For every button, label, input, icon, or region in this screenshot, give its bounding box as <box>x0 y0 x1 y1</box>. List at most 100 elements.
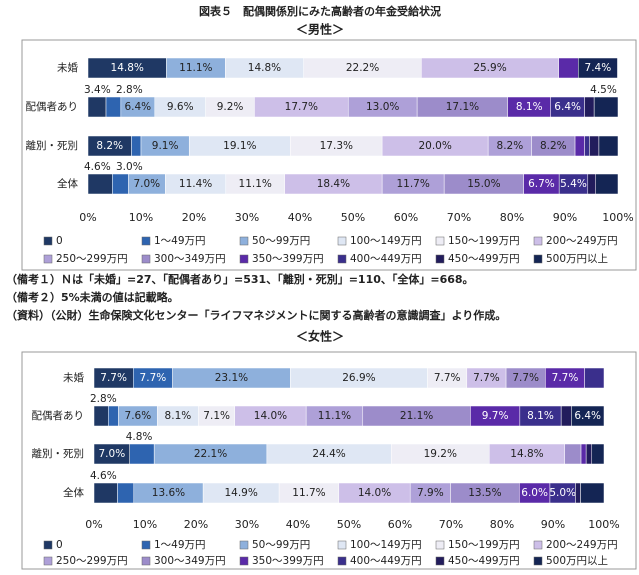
value-label: 7.7% <box>140 372 167 384</box>
x-tick-label: 40% <box>286 518 310 531</box>
value-label: 3.0% <box>116 161 143 173</box>
value-label: 6.4% <box>554 101 581 113</box>
value-label: 6.0% <box>521 487 548 499</box>
value-label: 4.5% <box>590 84 617 96</box>
value-label: 7.0% <box>99 448 126 460</box>
value-label: 9.1% <box>152 140 179 152</box>
bar-segment <box>560 405 572 427</box>
x-tick-label: 90% <box>541 518 565 531</box>
value-label: 3.4% <box>84 84 111 96</box>
page-title: 図表５ 配偶関係別にみた高齢者の年金受給状況 <box>199 4 441 18</box>
chart-subtitle: ＜女性＞ <box>296 329 344 344</box>
legend-swatch <box>239 540 249 550</box>
bar-segment <box>578 57 618 79</box>
note: （資料）（公財）生命保険文化センター「ライフマネジメントに関する高齢者の意識調査… <box>6 308 506 322</box>
legend-label: 150～199万円 <box>448 235 520 247</box>
value-label: 14.0% <box>254 410 287 422</box>
value-label: 13.6% <box>152 487 185 499</box>
value-label: 9.7% <box>482 410 509 422</box>
x-tick-label: 100% <box>602 211 633 224</box>
legend-label: 450～499万円 <box>448 253 520 265</box>
value-label: 7.4% <box>585 62 612 74</box>
x-tick-label: 70% <box>439 518 463 531</box>
bar-segment <box>574 135 585 157</box>
value-label: 11.1% <box>179 62 212 74</box>
value-label: 26.9% <box>342 372 375 384</box>
value-label: 7.7% <box>434 372 461 384</box>
value-label: 11.1% <box>318 410 351 422</box>
bar-segment <box>93 405 109 427</box>
legend-swatch <box>533 236 543 246</box>
x-tick-label: 100% <box>588 518 619 531</box>
bar-segment <box>575 482 581 504</box>
category-label: 全体 <box>63 486 84 499</box>
note: （備考２）5%未満の値は記載略。 <box>6 290 179 304</box>
value-label: 13.5% <box>468 487 501 499</box>
value-label: 13.0% <box>366 101 399 113</box>
x-tick-label: 80% <box>490 518 514 531</box>
bar-segment <box>129 443 155 465</box>
legend-label: 0 <box>56 235 63 247</box>
bar-segment <box>585 443 593 465</box>
legend-swatch <box>337 540 347 550</box>
x-tick-label: 20% <box>182 211 206 224</box>
category-label: 配偶者あり <box>26 100 79 113</box>
value-label: 5.4% <box>560 178 587 190</box>
legend-label: 500万円以上 <box>546 555 608 567</box>
bar-segment <box>564 443 582 465</box>
bar-segment <box>584 135 590 157</box>
legend-swatch <box>435 254 445 264</box>
x-tick-label: 80% <box>500 211 524 224</box>
bar-segment <box>93 482 118 504</box>
value-label: 14.8% <box>248 62 281 74</box>
x-tick-label: 50% <box>337 518 361 531</box>
value-label: 4.6% <box>84 161 111 173</box>
value-label: 19.1% <box>223 140 256 152</box>
value-label: 6.4% <box>124 101 151 113</box>
legend-swatch <box>141 540 151 550</box>
bar-segment <box>112 173 129 195</box>
legend-swatch <box>435 556 445 566</box>
bar-segment <box>87 173 113 195</box>
legend-label: 1～49万円 <box>154 539 206 551</box>
legend-swatch <box>43 236 53 246</box>
x-tick-label: 30% <box>235 211 259 224</box>
bar-segment <box>108 405 119 427</box>
bar-segment <box>584 96 595 118</box>
legend-label: 1～49万円 <box>154 235 206 247</box>
x-tick-label: 20% <box>184 518 208 531</box>
value-label: 8.2% <box>96 140 123 152</box>
bar-segment <box>580 482 605 504</box>
legend-label: 100～149万円 <box>350 539 422 551</box>
category-label: 配偶者あり <box>32 409 85 422</box>
bar-segment <box>117 482 135 504</box>
value-label: 19.2% <box>424 448 457 460</box>
value-label: 17.1% <box>446 101 479 113</box>
bar-segment <box>593 96 619 118</box>
value-label: 14.8% <box>510 448 543 460</box>
value-label: 7.7% <box>512 372 539 384</box>
legend-label: 400～449万円 <box>350 253 422 265</box>
legend-swatch <box>337 254 347 264</box>
bar-segment <box>87 96 107 118</box>
legend-swatch <box>337 236 347 246</box>
value-label: 11.1% <box>239 178 272 190</box>
value-label: 11.7% <box>396 178 429 190</box>
value-label: 6.4% <box>574 410 601 422</box>
x-tick-label: 90% <box>553 211 577 224</box>
value-label: 22.1% <box>194 448 227 460</box>
value-label: 6.7% <box>528 178 555 190</box>
value-label: 7.0% <box>133 178 160 190</box>
legend-label: 250～299万円 <box>56 555 128 567</box>
x-tick-label: 50% <box>341 211 365 224</box>
value-label: 20.0% <box>418 140 451 152</box>
legend-label: 250～299万円 <box>56 253 128 265</box>
bar-segment <box>591 443 605 465</box>
bar-segment <box>105 96 122 118</box>
value-label: 7.7% <box>100 372 127 384</box>
legend-swatch <box>239 254 249 264</box>
value-label: 7.7% <box>473 372 500 384</box>
value-label: 25.9% <box>473 62 506 74</box>
legend-label: 50～99万円 <box>252 539 310 551</box>
value-label: 4.6% <box>90 470 117 482</box>
